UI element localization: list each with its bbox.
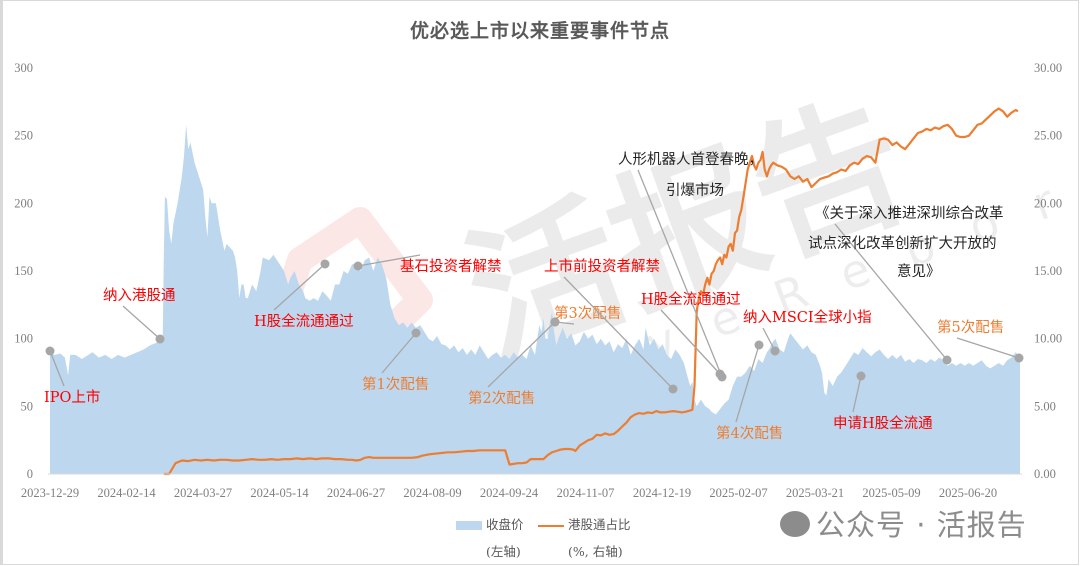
legend-label-ratio: 港股通占比 bbox=[568, 517, 631, 532]
svg-text:2025-06-20: 2025-06-20 bbox=[939, 486, 997, 500]
svg-text:IPO上市: IPO上市 bbox=[44, 389, 100, 406]
svg-text:H股全流通通过: H股全流通通过 bbox=[254, 312, 354, 330]
legend-label-price: 收盘价 bbox=[486, 517, 524, 532]
svg-text:0.00: 0.00 bbox=[1034, 467, 1056, 481]
svg-text:300: 300 bbox=[14, 61, 33, 75]
watermark-footer-text: 公众号 · 活报告 bbox=[816, 508, 1027, 542]
x-axis-ticks: 2023-12-29 2024-02-14 2024-03-27 2024-05-14… bbox=[21, 486, 997, 500]
svg-text:试点深化改革创新扩大开放的: 试点深化改革创新扩大开放的 bbox=[808, 235, 997, 252]
svg-text:申请H股全流通: 申请H股全流通 bbox=[833, 414, 933, 432]
svg-text:第2次配售: 第2次配售 bbox=[468, 389, 535, 407]
svg-text:2023-12-29: 2023-12-29 bbox=[21, 486, 79, 500]
svg-text:250: 250 bbox=[14, 129, 33, 143]
svg-text:纳入港股通: 纳入港股通 bbox=[103, 287, 176, 304]
svg-text:纳入MSCI全球小指: 纳入MSCI全球小指 bbox=[743, 308, 872, 326]
svg-text:上市前投资者解禁: 上市前投资者解禁 bbox=[544, 258, 660, 275]
legend-swatch-line bbox=[538, 524, 564, 527]
svg-text:2024-05-14: 2024-05-14 bbox=[250, 486, 309, 500]
svg-text:2025-03-21: 2025-03-21 bbox=[786, 486, 844, 500]
svg-text:意见》: 意见》 bbox=[897, 262, 941, 280]
svg-text:引爆市场: 引爆市场 bbox=[666, 182, 724, 199]
price-area-series bbox=[50, 124, 1020, 475]
svg-text:2024-08-09: 2024-08-09 bbox=[403, 486, 461, 500]
svg-text:《关于深入推进深圳综合改革: 《关于深入推进深圳综合改革 bbox=[815, 205, 1004, 222]
svg-text:第3次配售: 第3次配售 bbox=[554, 304, 621, 322]
svg-text:25.00: 25.00 bbox=[1034, 129, 1062, 143]
svg-text:5.00: 5.00 bbox=[1034, 399, 1056, 413]
svg-text:2024-09-24: 2024-09-24 bbox=[480, 486, 539, 500]
svg-text:2024-12-19: 2024-12-19 bbox=[633, 486, 691, 500]
svg-text:30.00: 30.00 bbox=[1034, 61, 1062, 75]
svg-text:15.00: 15.00 bbox=[1034, 264, 1062, 278]
svg-text:10.00: 10.00 bbox=[1034, 332, 1062, 346]
legend-sub-price: (左轴) bbox=[486, 544, 521, 559]
wechat-icon bbox=[780, 511, 810, 537]
svg-text:2024-02-14: 2024-02-14 bbox=[97, 486, 156, 500]
svg-text:人形机器人首登春晚，: 人形机器人首登春晚， bbox=[618, 151, 763, 168]
svg-text:第1次配售: 第1次配售 bbox=[362, 375, 429, 393]
svg-text:H股全流通通过: H股全流通通过 bbox=[641, 290, 741, 308]
svg-text:20.00: 20.00 bbox=[1034, 196, 1062, 210]
wechat-watermark: 公众号 · 活报告 bbox=[780, 502, 1027, 544]
svg-text:2024-11-07: 2024-11-07 bbox=[557, 486, 615, 500]
legend-item-price: 收盘价 (左轴) bbox=[456, 514, 524, 560]
svg-text:基石投资者解禁: 基石投资者解禁 bbox=[400, 258, 502, 275]
chart-title: 优必选上市以来重要事件节点 bbox=[409, 20, 670, 42]
legend-item-ratio: 港股通占比 (%, 右轴) bbox=[538, 514, 631, 560]
svg-text:150: 150 bbox=[14, 264, 33, 278]
svg-text:0: 0 bbox=[27, 467, 33, 481]
svg-text:2025-02-07: 2025-02-07 bbox=[709, 486, 767, 500]
svg-text:2024-06-27: 2024-06-27 bbox=[327, 486, 385, 500]
svg-text:2025-05-09: 2025-05-09 bbox=[862, 486, 920, 500]
svg-text:50: 50 bbox=[21, 399, 34, 413]
svg-text:2024-03-27: 2024-03-27 bbox=[174, 486, 232, 500]
legend-swatch-area bbox=[456, 521, 482, 530]
left-axis-ticks: 0 50 100 150 200 250 300 bbox=[14, 61, 33, 481]
svg-text:第4次配售: 第4次配售 bbox=[716, 424, 783, 442]
svg-text:100: 100 bbox=[14, 332, 33, 346]
right-axis-ticks: 0.00 5.00 10.00 15.00 20.00 25.00 30.00 bbox=[1034, 61, 1062, 481]
legend-sub-ratio: (%, 右轴) bbox=[568, 544, 623, 559]
hk-connect-ratio-line bbox=[163, 107, 1019, 476]
svg-text:第5次配售: 第5次配售 bbox=[937, 318, 1004, 336]
svg-text:200: 200 bbox=[14, 196, 33, 210]
